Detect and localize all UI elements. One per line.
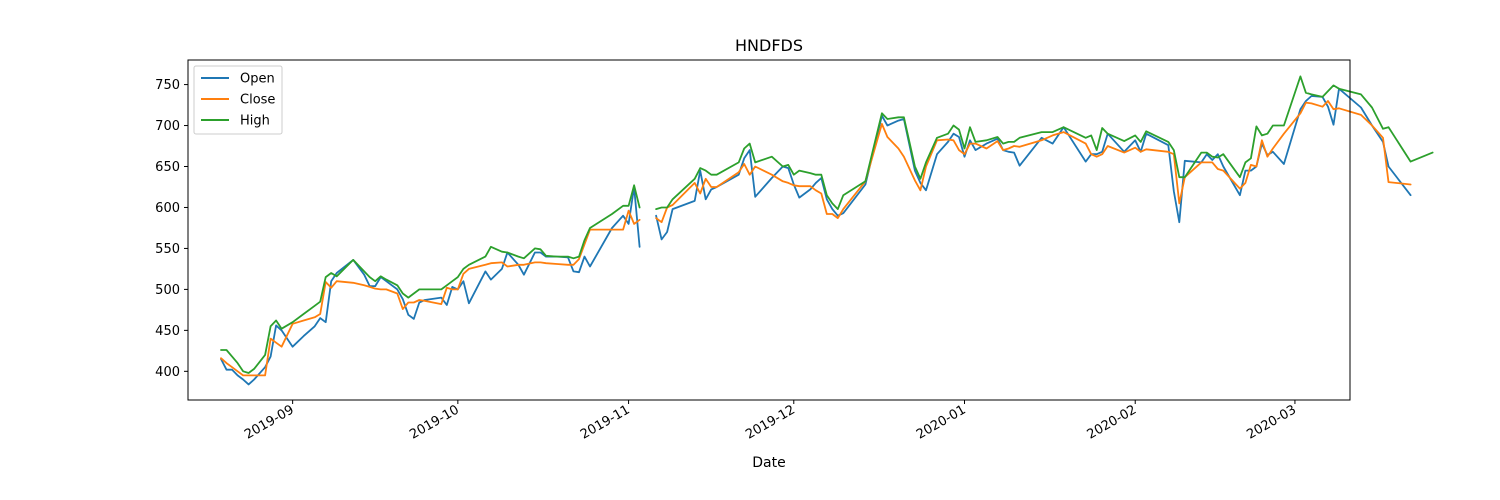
y-tick-label: 500 [155, 283, 180, 298]
legend-label-high: High [240, 114, 270, 129]
x-axis-title: Date [752, 455, 785, 471]
series-line-high [220, 75, 1434, 374]
legend-label-close: Close [240, 93, 275, 108]
y-tick-label: 550 [155, 242, 180, 257]
y-tick-label: 400 [155, 365, 180, 380]
legend-label-open: Open [240, 72, 275, 87]
y-tick-label: 600 [155, 201, 180, 216]
legend: Open Close High [193, 65, 283, 135]
series-line-close [220, 100, 1412, 377]
plot-frame [187, 59, 1351, 401]
y-tick-label: 700 [155, 119, 180, 134]
y-tick-label: 450 [155, 324, 180, 339]
chart-title: HNDFDS [735, 36, 803, 55]
y-tick-label: 650 [155, 160, 180, 175]
y-axis: 400 450 500 550 600 650 700 750 [155, 78, 188, 380]
y-tick-label: 750 [155, 78, 180, 93]
series-layer [220, 75, 1434, 386]
legend-box [193, 65, 283, 135]
